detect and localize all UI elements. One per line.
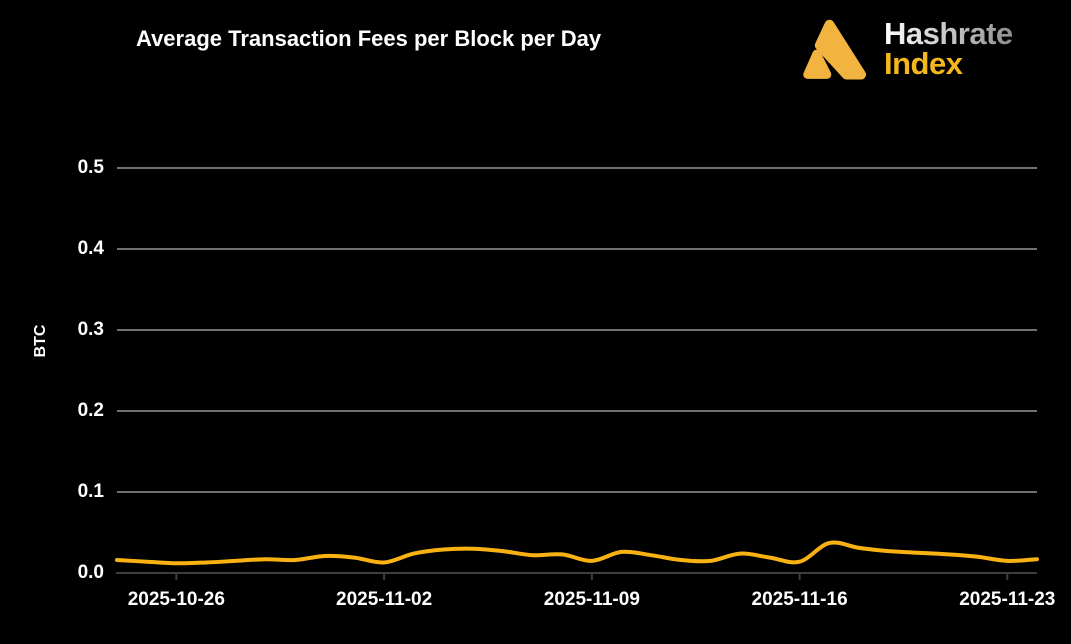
brand-wordmark: Hashrate Index <box>884 16 1013 81</box>
y-tick-label: 0.4 <box>77 238 104 259</box>
x-tick-label: 2025-11-16 <box>751 589 848 610</box>
x-tick-label: 2025-11-23 <box>959 589 1056 610</box>
y-tick-label: 0.2 <box>77 400 104 421</box>
fees-line-series <box>115 540 1039 566</box>
brand-name-top: Hashrate <box>884 16 1013 51</box>
x-tick-label: 2025-11-02 <box>336 589 433 610</box>
y-tick-label: 0.5 <box>77 157 104 178</box>
x-tick-label: 2025-10-26 <box>127 589 225 610</box>
y-tick-label: 0.1 <box>77 481 104 502</box>
y-tick-label: 0.0 <box>77 562 104 583</box>
brand-name-bottom: Index <box>884 46 963 81</box>
hashrate-index-logo: Hashrate Index <box>799 9 1013 89</box>
chart-title: Average Transaction Fees per Block per D… <box>136 26 602 51</box>
hashrate-index-mark-icon <box>803 19 867 80</box>
x-tick-label: 2025-11-09 <box>543 589 640 610</box>
y-tick-label: 0.3 <box>77 319 104 340</box>
